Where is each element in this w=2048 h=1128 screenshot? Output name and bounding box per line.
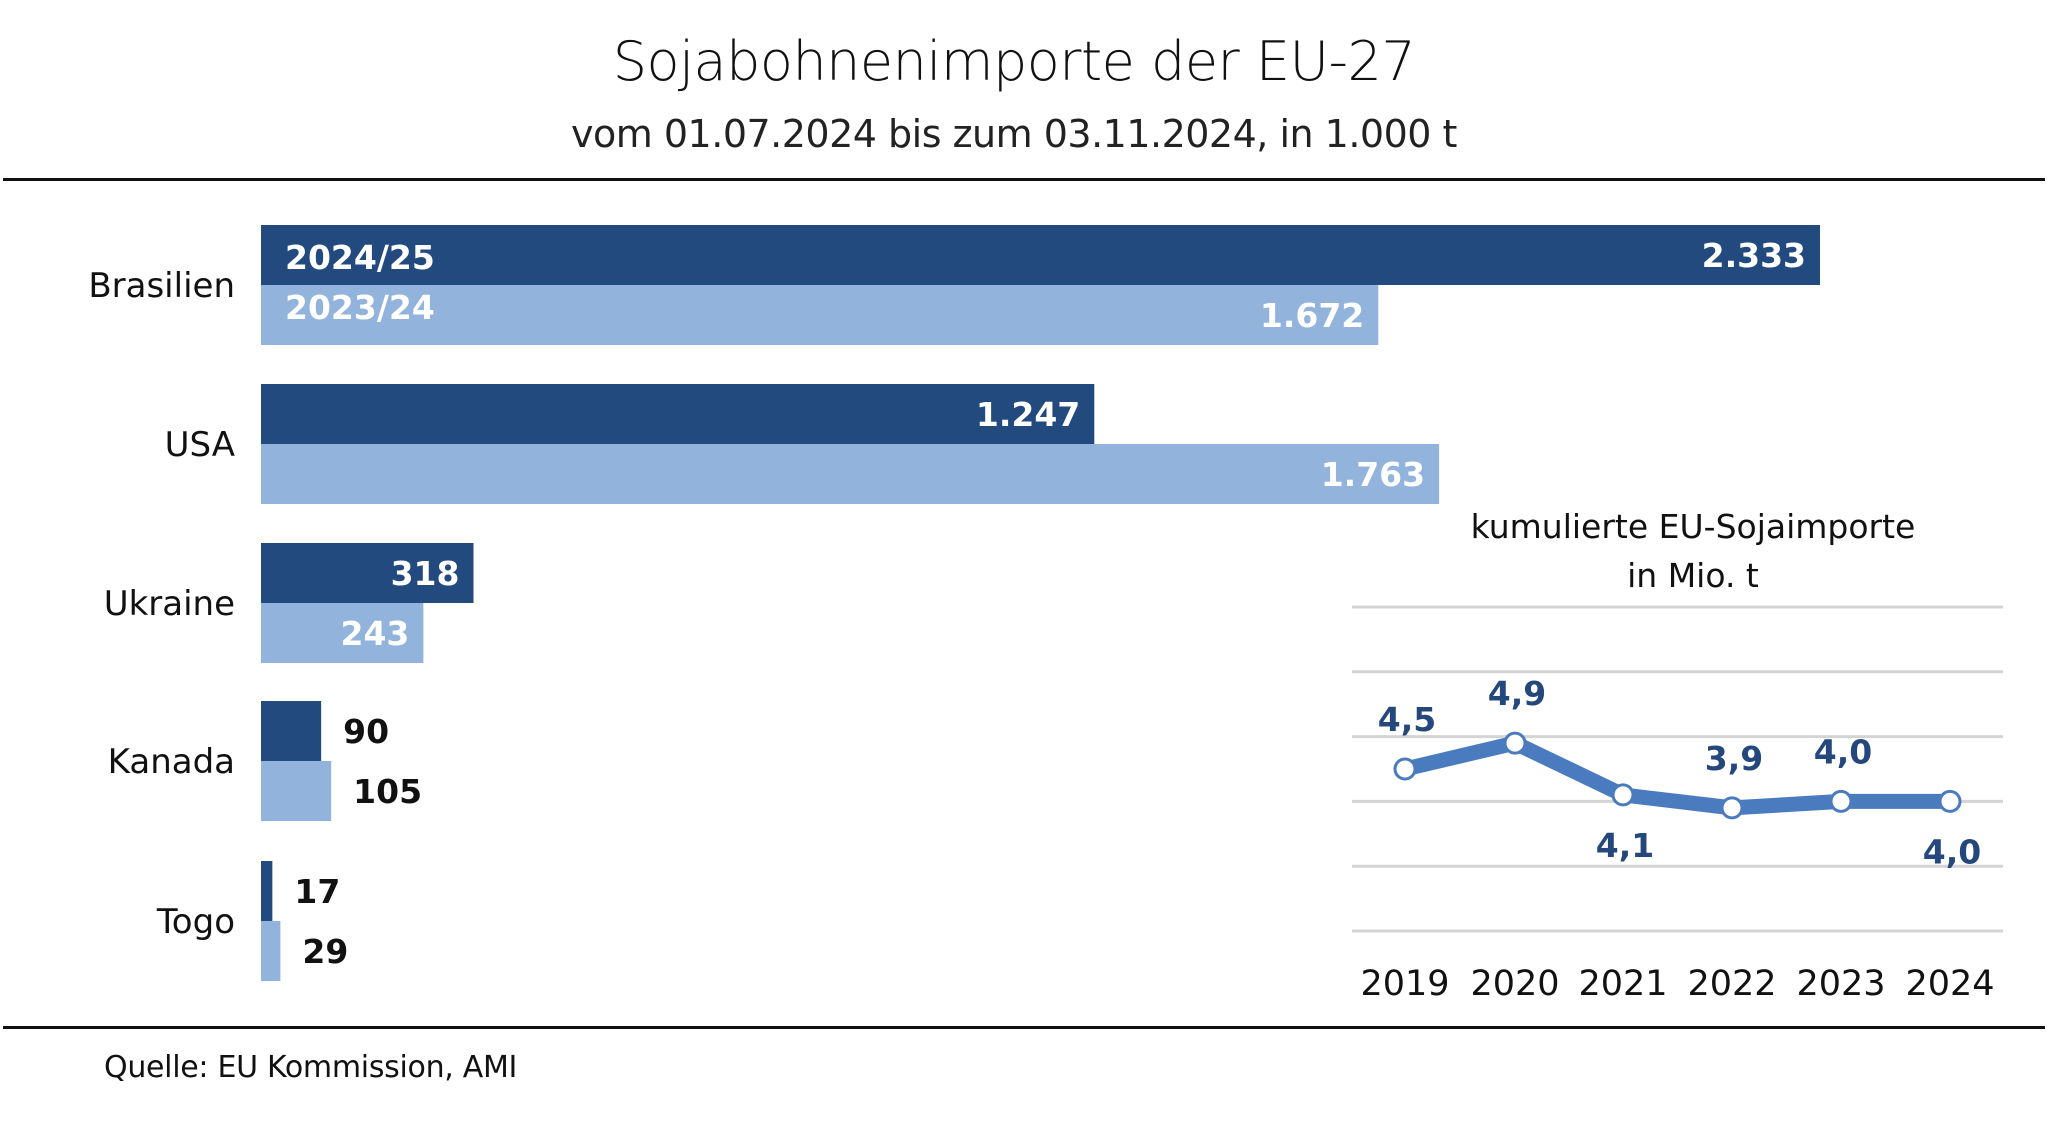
top-divider	[3, 178, 2045, 181]
data-label: 2.333	[1702, 236, 1806, 275]
data-label: 90	[343, 712, 389, 751]
data-label: 4,9	[1488, 674, 1546, 713]
bar-2023-24	[261, 603, 424, 663]
data-point	[1829, 789, 1853, 813]
x-tick-label: 2019	[1360, 964, 1449, 1004]
bar-2023-24	[261, 285, 1379, 345]
bar-2023-24	[261, 921, 281, 981]
data-label: 243	[340, 614, 409, 653]
chart-subtitle: vom 01.07.2024 bis zum 03.11.2024, in 1.…	[571, 112, 1457, 156]
bottom-divider	[3, 1026, 2045, 1029]
category-label: USA	[165, 425, 235, 465]
data-label: 1.247	[976, 395, 1080, 434]
bar-2024-25	[261, 543, 474, 603]
bar-2023-24	[261, 444, 1440, 504]
data-label: 105	[353, 772, 422, 811]
data-label: 4,1	[1596, 826, 1654, 865]
data-label: 1.763	[1321, 455, 1425, 494]
data-label: 3,9	[1705, 739, 1763, 778]
bar-2024-25	[261, 225, 1820, 285]
category-label: Ukraine	[104, 584, 235, 624]
data-point	[1503, 731, 1527, 755]
data-label: 1.672	[1260, 296, 1364, 335]
data-point	[1938, 789, 1962, 813]
x-tick-label: 2021	[1578, 964, 1667, 1004]
chart-title: Sojabohnenimporte der EU-27	[612, 30, 1416, 93]
category-label: Brasilien	[88, 266, 235, 306]
bar-chart: Brasilien 2.333 2024/25 1.672 2023/24 USA 1.24…	[88, 225, 1820, 981]
x-tick-label: 2024	[1905, 964, 1994, 1004]
data-label: 4,0	[1923, 832, 1981, 871]
bar-2024-25	[261, 384, 1095, 444]
data-label: 17	[294, 872, 340, 911]
data-label: 4,0	[1814, 732, 1872, 771]
data-label: 4,5	[1378, 700, 1436, 739]
data-label: 29	[302, 932, 348, 971]
line-chart-inset: kumulierte EU-Sojaimporte in Mio. t 4,5 4…	[1352, 507, 2003, 1004]
x-tick-label: 2022	[1687, 964, 1776, 1004]
inset-title: kumulierte EU-Sojaimporte	[1471, 507, 1916, 546]
bar-2024-25	[261, 861, 273, 921]
category-label: Kanada	[108, 742, 235, 782]
source-note: Quelle: EU Kommission, AMI	[104, 1050, 518, 1085]
data-point	[1611, 783, 1635, 807]
data-point	[1393, 757, 1417, 781]
x-tick-label: 2023	[1796, 964, 1885, 1004]
data-label: 318	[391, 554, 460, 593]
legend-label: 2024/25	[285, 238, 435, 277]
inset-subtitle: in Mio. t	[1627, 556, 1759, 595]
bar-2023-24	[261, 761, 332, 821]
series-line	[1397, 735, 1958, 816]
legend-label: 2023/24	[285, 288, 435, 327]
category-label: Togo	[156, 902, 235, 942]
data-point	[1720, 796, 1744, 820]
x-tick-label: 2020	[1470, 964, 1559, 1004]
bar-2024-25	[261, 701, 322, 761]
